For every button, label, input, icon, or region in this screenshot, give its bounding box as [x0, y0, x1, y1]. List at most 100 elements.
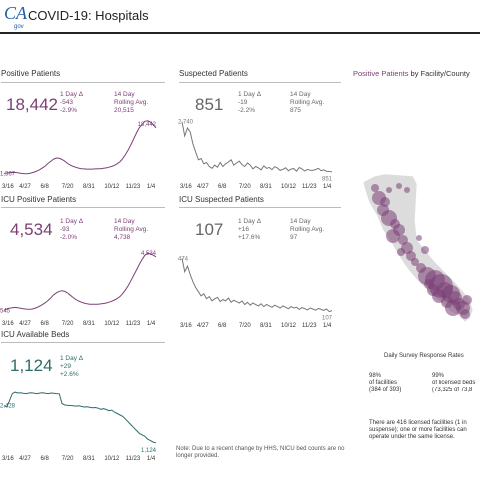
facility-bubble	[386, 187, 392, 193]
one-day-delta-percent: -2.9%	[60, 107, 77, 114]
icu-positive-chart: 545 4,534 3/16 4/27 6/8 7/20 8/31 10/12 11/23 1/4	[0, 251, 157, 327]
facility-bubble	[411, 258, 419, 266]
license-footnote: There are 416 licensed facilities (1 in …	[369, 420, 467, 440]
x-tick-label: 10/12	[281, 323, 297, 329]
facility-bubble	[462, 295, 472, 305]
x-tick-label: 1/4	[323, 184, 332, 190]
one-day-delta: -19	[238, 99, 248, 106]
one-day-delta-label: 1 Day Δ	[60, 91, 84, 98]
x-tick-label: 11/23	[126, 184, 141, 190]
one-day-delta: +16	[238, 226, 250, 233]
survey-title: Daily Survey Response Rates	[384, 353, 464, 359]
x-tick-label: 10/12	[104, 321, 120, 327]
panel-title: ICU Positive Patients	[1, 195, 77, 204]
suspected-patients-chart: 2,740 851 3/16 4/27 6/8 7/20 8/31 10/12 11/23 1/4	[178, 120, 333, 190]
facility-bubble	[396, 183, 402, 189]
x-tick-label: 4/27	[19, 456, 31, 462]
one-day-delta-label: 1 Day Δ	[238, 218, 262, 225]
hhs-note: Note: Due to a recent change by HHS, NIC…	[176, 446, 345, 459]
beds-percent: 99%	[432, 373, 445, 379]
x-tick-label: 6/8	[218, 323, 227, 329]
x-tick-label: 10/12	[104, 456, 120, 462]
one-day-delta-percent: +2.6%	[60, 371, 79, 378]
x-tick-label: 11/23	[302, 184, 317, 190]
facility-bubble	[421, 246, 429, 254]
divider	[1, 82, 165, 83]
series-start-label: 474	[178, 256, 189, 262]
current-value: 851	[195, 95, 224, 114]
x-tick-label: 1/4	[147, 321, 156, 327]
series-end-label: 18,442	[138, 122, 157, 128]
california-map[interactable]	[355, 90, 480, 340]
x-tick-label: 10/12	[281, 184, 297, 190]
series-end-label: 851	[322, 177, 333, 183]
beds-detail: (73,325 of 73,8	[432, 387, 473, 393]
one-day-delta-percent: -2.0%	[60, 234, 77, 241]
beds-series-line	[3, 391, 157, 444]
divider	[1, 207, 165, 208]
ca-gov-logo[interactable]: CA gov	[4, 3, 28, 30]
x-tick-label: 6/8	[40, 184, 49, 190]
suspected-series-line	[181, 121, 333, 173]
panel-title: ICU Suspected Patients	[179, 195, 264, 204]
series-end-label: 4,534	[141, 251, 157, 257]
x-tick-label: 3/16	[2, 184, 14, 190]
one-day-delta-label: 1 Day Δ	[60, 355, 84, 362]
x-tick-label: 4/27	[19, 321, 31, 327]
x-tick-label: 6/8	[40, 321, 49, 327]
x-tick-label: 1/4	[147, 456, 156, 462]
rolling-avg-label: 14 Day Rolling Avg.	[290, 91, 325, 106]
x-tick-label: 3/16	[2, 321, 14, 327]
rolling-avg-label: 14 Day Rolling Avg.	[290, 218, 325, 233]
panel-title: ICU Available Beds	[1, 330, 70, 339]
series-end-label: 107	[322, 316, 333, 322]
positive-series-line	[3, 120, 157, 175]
x-tick-label: 7/20	[62, 321, 74, 327]
facility-bubble	[460, 309, 470, 319]
panel-title: Positive Patients	[1, 69, 61, 78]
divider	[1, 342, 165, 343]
facilities-percent: 98%	[369, 373, 382, 379]
x-tick-label: 6/8	[40, 456, 49, 462]
rolling-avg-label: 14 Day Rolling Avg.	[114, 218, 149, 233]
icu-series-line	[3, 252, 157, 311]
x-tick-label: 10/12	[104, 184, 120, 190]
map-title-highlight: Positive Patients	[353, 69, 409, 78]
x-tick-label: 3/16	[180, 184, 192, 190]
one-day-delta: +29	[60, 363, 72, 370]
x-tick-label: 8/31	[83, 456, 95, 462]
rolling-avg-label: 14 Day Rolling Avg.	[114, 91, 149, 106]
icu-suspected-chart: 474 107 3/16 4/27 6/8 7/20 8/31 10/12 11/23 1/4	[178, 256, 333, 329]
x-tick-label: 3/16	[2, 456, 14, 462]
x-tick-label: 7/20	[62, 184, 74, 190]
page-title: COVID-19: Hospitals	[28, 8, 149, 23]
facility-bubble	[404, 187, 410, 193]
series-end-label: 1,124	[141, 448, 157, 454]
facility-bubble	[424, 279, 434, 289]
icu-available-beds-chart: 2,428 1,124 3/16 4/27 6/8 7/20 8/31 10/12 11/23 1…	[0, 391, 157, 462]
x-tick-label: 7/20	[239, 184, 251, 190]
rolling-avg-value: 4,738	[114, 234, 131, 241]
series-start-label: 2,740	[178, 120, 194, 126]
x-tick-label: 7/20	[62, 456, 74, 462]
positive-patients-chart: 1,367 18,442 3/16 4/27 6/8 7/20 8/31 10/12 11/23…	[0, 120, 157, 190]
facilities-label: of facilities	[369, 380, 398, 386]
divider	[179, 82, 341, 83]
series-start-label: 1,367	[0, 171, 16, 177]
x-tick-label: 1/4	[323, 323, 332, 329]
series-start-label: 545	[0, 308, 11, 314]
x-tick-label: 4/27	[197, 323, 209, 329]
icu_suspected-series-line	[181, 258, 333, 313]
facility-bubble	[371, 184, 379, 192]
current-value: 107	[195, 220, 224, 239]
panel-title: Suspected Patients	[179, 69, 248, 78]
rolling-avg-value: 875	[290, 107, 301, 114]
x-tick-label: 11/23	[302, 323, 317, 329]
one-day-delta-label: 1 Day Δ	[60, 218, 84, 225]
x-tick-label: 3/16	[180, 323, 192, 329]
x-tick-label: 8/31	[83, 321, 95, 327]
rolling-avg-value: 20,515	[114, 107, 134, 114]
app-header: CA gov COVID-19: Hospitals	[0, 0, 480, 34]
one-day-delta-percent: -2.2%	[238, 107, 255, 114]
x-tick-label: 6/8	[218, 184, 227, 190]
